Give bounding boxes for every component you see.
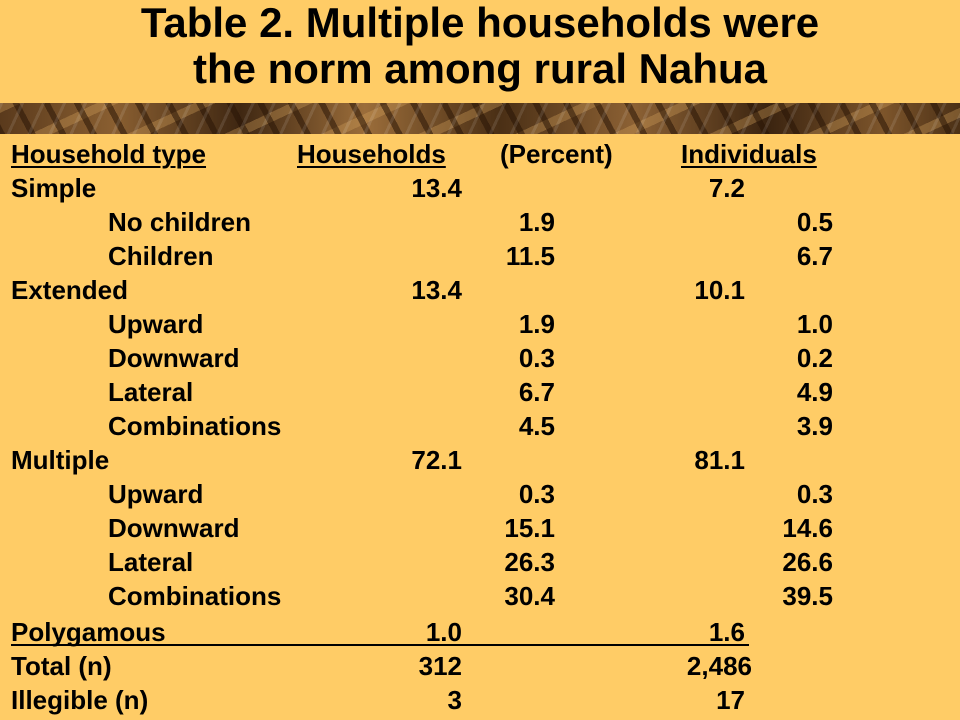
households-value: 13.4 (411, 275, 462, 305)
households-value: 4.5 (511, 411, 555, 441)
individuals-value: 17 (716, 685, 745, 715)
individuals-value: 1.0 (789, 309, 833, 339)
row-label: Illegible (n) (11, 685, 149, 715)
row-label: Lateral (108, 377, 194, 407)
individuals-value: 3.9 (789, 411, 833, 441)
table-row: Polygamous 1.0 1.6 (0, 616, 960, 650)
households-value: 11.5 (505, 241, 555, 271)
households-value: 15.1 (504, 513, 555, 543)
row-label: Extended (11, 275, 129, 305)
households-value: 26.3 (504, 547, 555, 577)
table-row: Lateral 6.7 4.9 (0, 376, 960, 410)
row-label: Combinations (108, 411, 282, 441)
households-value: 3 (447, 685, 462, 715)
individuals-value: 39.5 (782, 581, 833, 611)
households-value: 0.3 (511, 343, 555, 373)
row-label: Lateral (108, 547, 194, 577)
row-label: Polygamous (11, 617, 166, 647)
individuals-value: 1.6 (701, 617, 745, 647)
individuals-value: 10.1 (694, 275, 745, 305)
header-households: Households (297, 139, 446, 169)
households-value: 13.4 (411, 173, 462, 203)
individuals-value: 0.3 (782, 479, 833, 509)
table-row: Upward 0.3 0.3 (0, 478, 960, 512)
individuals-value: 7.2 (701, 173, 745, 203)
households-value: 6.7 (511, 377, 555, 407)
households-value: 72.1 (411, 445, 462, 475)
households-value: 0.3 (511, 479, 555, 509)
individuals-value: 0.2 (789, 343, 833, 373)
individuals-value: 6.7 (789, 241, 833, 271)
households-value: 1.0 (418, 617, 462, 647)
individuals-value: 14.6 (782, 513, 833, 543)
table-row: Children 11.5 6.7 (0, 240, 960, 274)
table-row: Lateral 26.3 26.6 (0, 546, 960, 580)
table-row: Upward 1.9 1.0 (0, 308, 960, 342)
individuals-value: 81.1 (694, 445, 745, 475)
row-label: Total (n) (11, 651, 112, 681)
individuals-value: 0.5 (789, 207, 833, 237)
individuals-value: 4.9 (789, 377, 833, 407)
row-label: Multiple (11, 445, 110, 475)
title-line-2: the norm among rural Nahua (192, 45, 768, 92)
table-row: Downward 0.3 0.2 (0, 342, 960, 376)
slide-title: Table 2. Multiple households were the no… (0, 0, 960, 92)
table-row: Simple 13.4 7.2 (0, 172, 960, 206)
table-row: Total (n) 312 2,486 (0, 650, 960, 684)
table-row: Downward 15.1 14.6 (0, 512, 960, 546)
table-row: Multiple 72.1 81.1 (0, 444, 960, 478)
individuals-value: 26.6 (782, 547, 833, 577)
row-label: Downward (108, 513, 240, 543)
row-label: Downward (108, 343, 240, 373)
table-header-row: Household type Households (Percent) Indi… (0, 138, 960, 172)
row-label: Simple (11, 173, 97, 203)
table-row: Combinations 4.5 3.9 (0, 410, 960, 444)
row-label: Upward (108, 309, 204, 339)
title-line-1: Table 2. Multiple households were (140, 0, 820, 46)
header-household-type: Household type (11, 139, 207, 169)
header-individuals: Individuals (681, 139, 817, 169)
households-value: 30.4 (504, 581, 555, 611)
row-label: Children (108, 241, 214, 271)
table-row: Extended 13.4 10.1 (0, 274, 960, 308)
row-label: Upward (108, 479, 204, 509)
households-value: 1.9 (511, 207, 555, 237)
row-underline (11, 644, 749, 646)
table-row: Illegible (n) 3 17 (0, 684, 960, 718)
table-row: No children 1.9 0.5 (0, 206, 960, 240)
households-value: 1.9 (511, 309, 555, 339)
row-label: Combinations (108, 581, 282, 611)
row-label: No children (108, 207, 252, 237)
individuals-value: 2,486 (686, 651, 752, 681)
marble-banner (0, 103, 960, 137)
table-row: Combinations 30.4 39.5 (0, 580, 960, 614)
header-percent: (Percent) (500, 139, 613, 169)
households-value: 312 (418, 651, 462, 681)
